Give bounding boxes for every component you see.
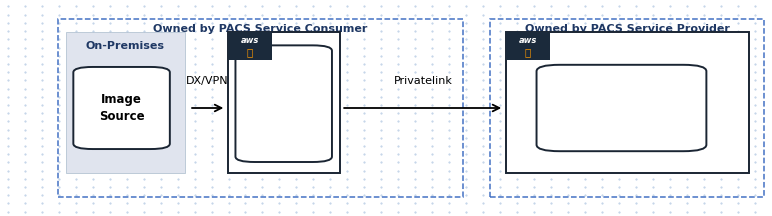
Text: On-Premises: On-Premises xyxy=(86,41,165,51)
FancyBboxPatch shape xyxy=(235,45,332,162)
Text: aws: aws xyxy=(519,36,537,45)
FancyBboxPatch shape xyxy=(506,32,749,173)
Text: Owned by PACS Service Provider: Owned by PACS Service Provider xyxy=(525,24,730,34)
FancyBboxPatch shape xyxy=(73,67,170,149)
FancyBboxPatch shape xyxy=(506,32,550,60)
FancyBboxPatch shape xyxy=(66,32,185,173)
Text: aws: aws xyxy=(241,36,259,45)
FancyBboxPatch shape xyxy=(228,32,272,60)
FancyBboxPatch shape xyxy=(228,32,340,173)
Text: Owned by PACS Service Consumer: Owned by PACS Service Consumer xyxy=(154,24,367,34)
FancyBboxPatch shape xyxy=(537,65,706,151)
Text: ⌢: ⌢ xyxy=(246,48,253,58)
Text: Image
Source: Image Source xyxy=(99,93,144,123)
Text: Privatelink: Privatelink xyxy=(394,76,452,86)
Text: Interface
VPC
Endpoint: Interface VPC Endpoint xyxy=(253,84,314,132)
Text: ⌢: ⌢ xyxy=(524,48,531,58)
Text: DX/VPN: DX/VPN xyxy=(185,76,229,86)
Text: S3: S3 xyxy=(611,101,631,115)
